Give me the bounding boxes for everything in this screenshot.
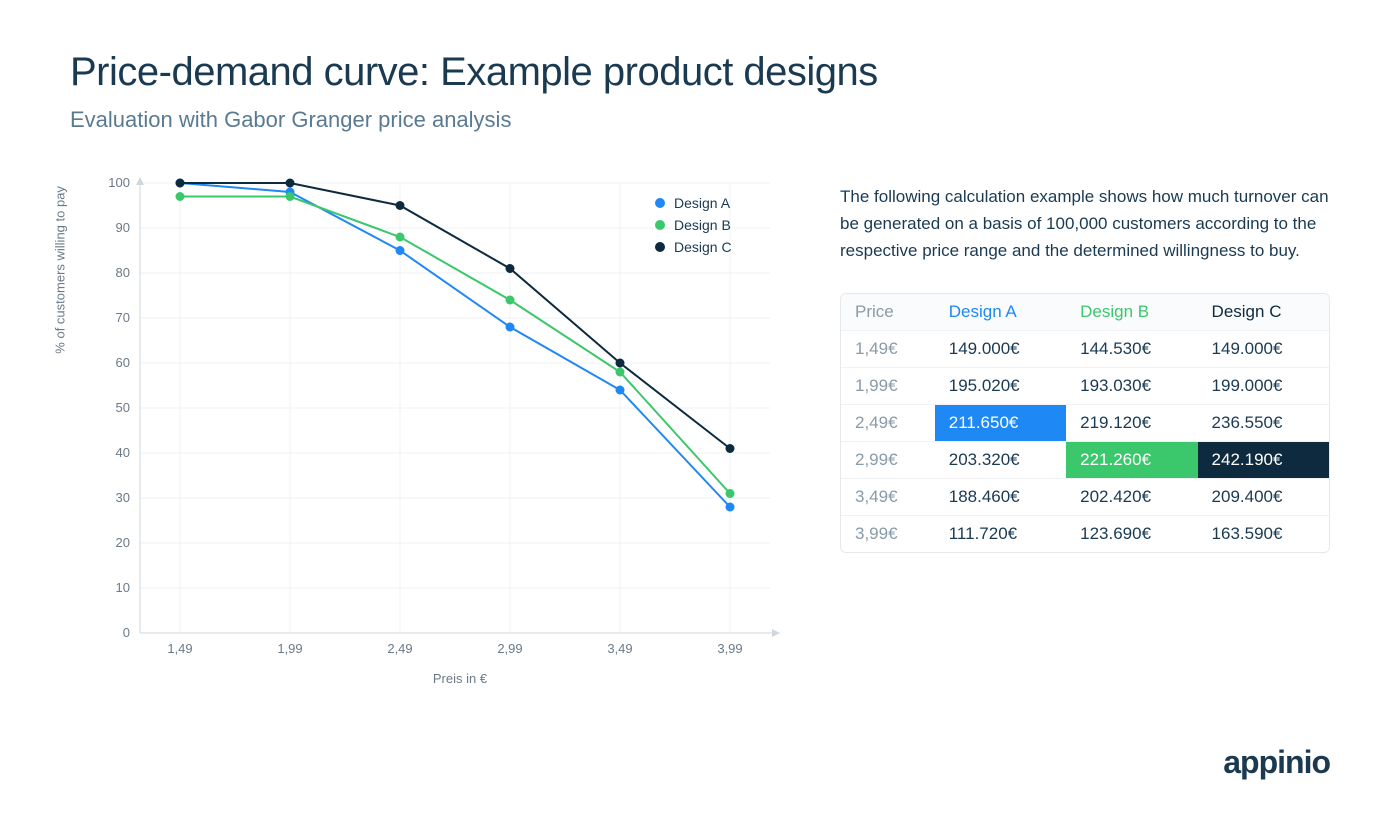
value-cell: 195.020€: [935, 367, 1066, 404]
svg-text:30: 30: [116, 490, 130, 505]
table-header: Design C: [1198, 294, 1329, 331]
svg-text:40: 40: [116, 445, 130, 460]
price-cell: 2,49€: [841, 404, 935, 441]
value-cell: 149.000€: [1198, 330, 1329, 367]
price-cell: 2,99€: [841, 441, 935, 478]
svg-text:1,99: 1,99: [277, 641, 302, 656]
svg-text:10: 10: [116, 580, 130, 595]
value-cell: 242.190€: [1198, 441, 1329, 478]
svg-text:80: 80: [116, 265, 130, 280]
value-cell: 149.000€: [935, 330, 1066, 367]
svg-text:3,49: 3,49: [607, 641, 632, 656]
svg-text:Design A: Design A: [674, 195, 731, 211]
svg-text:2,99: 2,99: [497, 641, 522, 656]
value-cell: 203.320€: [935, 441, 1066, 478]
chart-container: % of customers willing to pay 0102030405…: [70, 173, 790, 686]
value-cell: 211.650€: [935, 404, 1066, 441]
value-cell: 193.030€: [1066, 367, 1197, 404]
svg-text:50: 50: [116, 400, 130, 415]
table-header: Price: [841, 294, 935, 331]
value-cell: 199.000€: [1198, 367, 1329, 404]
chart-y-axis-label: % of customers willing to pay: [53, 186, 68, 354]
price-demand-chart: 0 10 20 30 40 50 60 70 80 90 100 1,49 1,99 2,49 2,99 3,…: [70, 173, 790, 663]
svg-text:20: 20: [116, 535, 130, 550]
table-row: 3,99€111.720€123.690€163.590€: [841, 515, 1329, 552]
price-cell: 3,49€: [841, 478, 935, 515]
price-cell: 3,99€: [841, 515, 935, 552]
svg-text:90: 90: [116, 220, 130, 235]
value-cell: 221.260€: [1066, 441, 1197, 478]
table-row: 1,99€195.020€193.030€199.000€: [841, 367, 1329, 404]
price-cell: 1,99€: [841, 367, 935, 404]
table-row: 2,49€211.650€219.120€236.550€: [841, 404, 1329, 441]
chart-x-axis-label: Preis in €: [70, 671, 790, 686]
description-text: The following calculation example shows …: [840, 183, 1330, 265]
table-row: 3,49€188.460€202.420€209.400€: [841, 478, 1329, 515]
brand-logo: appinio: [1223, 744, 1330, 781]
turnover-table: PriceDesign ADesign BDesign C1,49€149.00…: [840, 293, 1330, 553]
value-cell: 144.530€: [1066, 330, 1197, 367]
svg-text:Design C: Design C: [674, 239, 732, 255]
value-cell: 123.690€: [1066, 515, 1197, 552]
value-cell: 209.400€: [1198, 478, 1329, 515]
page-title: Price-demand curve: Example product desi…: [70, 50, 1330, 95]
svg-text:Design B: Design B: [674, 217, 731, 233]
value-cell: 163.590€: [1198, 515, 1329, 552]
value-cell: 219.120€: [1066, 404, 1197, 441]
svg-text:1,49: 1,49: [167, 641, 192, 656]
table-row: 2,99€203.320€221.260€242.190€: [841, 441, 1329, 478]
value-cell: 202.420€: [1066, 478, 1197, 515]
svg-text:2,49: 2,49: [387, 641, 412, 656]
value-cell: 236.550€: [1198, 404, 1329, 441]
svg-text:3,99: 3,99: [717, 641, 742, 656]
value-cell: 111.720€: [935, 515, 1066, 552]
price-cell: 1,49€: [841, 330, 935, 367]
page-subtitle: Evaluation with Gabor Granger price anal…: [70, 107, 1330, 133]
svg-text:0: 0: [123, 625, 130, 640]
table-row: 1,49€149.000€144.530€149.000€: [841, 330, 1329, 367]
svg-text:60: 60: [116, 355, 130, 370]
table-header: Design A: [935, 294, 1066, 331]
table-header: Design B: [1066, 294, 1197, 331]
svg-text:100: 100: [108, 175, 130, 190]
value-cell: 188.460€: [935, 478, 1066, 515]
svg-text:70: 70: [116, 310, 130, 325]
